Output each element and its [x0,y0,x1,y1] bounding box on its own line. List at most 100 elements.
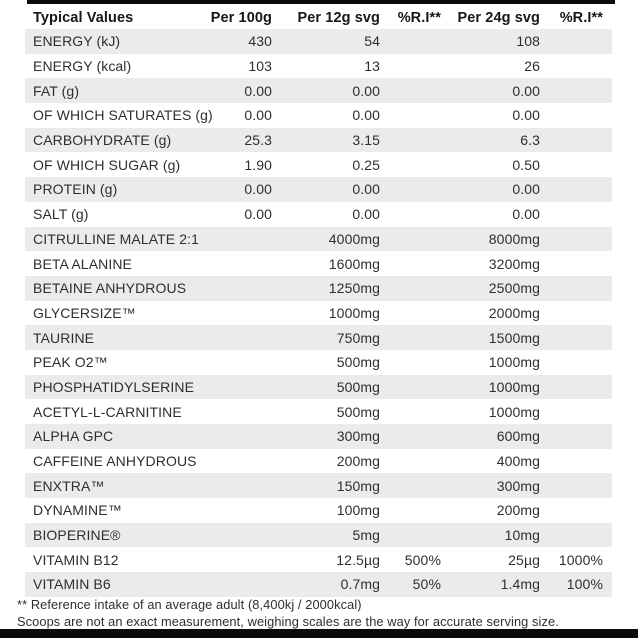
value-per-100g: 0.00 [244,107,272,124]
value-per-12g-svg: 0.00 [352,206,380,223]
table-row: TAURINE 750mg 1500mg [25,325,612,350]
table-row: FAT (g) 0.00 0.00 0.00 [25,78,612,104]
value-per-24g-svg: 300mg [496,477,540,494]
value-per-12g-svg: 12.5µg [336,551,380,568]
table-row: ENERGY (kJ) 430 54 108 [25,29,612,54]
value-per-12g-svg: 13 [364,58,380,75]
value-per-12g-svg: 4000mg [328,230,380,247]
nutrition-facts-table: Typical Values Per 100g Per 12g svg %R.I… [25,8,612,597]
table-row: PEAK O2™ 500mg 1000mg [25,350,612,375]
value-per-100g: 0.00 [244,206,272,223]
table-row: SALT (g) 0.00 0.00 0.00 [25,202,612,227]
value-per-24g-svg: 0.00 [512,82,540,99]
ingredient-label: BETA ALANINE [33,255,132,272]
ingredient-label: CARBOHYDRATE (g) [33,132,172,149]
table-row: CARBOHYDRATE (g) 25.3 3.15 6.3 [25,127,612,153]
table-row: CITRULLINE MALATE 2:1 4000mg 8000mg [25,226,612,252]
table-row: ENERGY (kcal) 103 13 26 [25,54,612,79]
value-ri-12g: 500% [404,551,441,568]
top-border-bar [27,0,615,4]
value-per-24g-svg: 200mg [496,502,540,519]
ingredient-label: OF WHICH SATURATES (g) [33,107,213,124]
value-per-12g-svg: 0.00 [352,107,380,124]
value-per-12g-svg: 3.15 [352,132,380,149]
value-per-24g-svg: 2500mg [488,280,540,297]
table-row: VITAMIN B12 12.5µg 500% 25µg 1000% [25,547,612,572]
ingredient-label: GLYCERSIZE™ [33,304,136,321]
ingredient-label: SALT (g) [33,206,89,223]
value-per-100g: 0.00 [244,181,272,198]
ingredient-label: PHOSPHATIDYLSERINE [33,378,195,395]
value-per-12g-svg: 750mg [336,329,380,346]
ingredient-label: ALPHA GPC [33,428,114,445]
ingredient-label: ENERGY (kcal) [33,58,132,75]
value-per-24g-svg: 108 [516,33,540,50]
value-per-100g: 25.3 [244,132,272,149]
value-per-24g-svg: 26 [524,58,540,75]
value-per-24g-svg: 0.00 [512,206,540,223]
value-ri-24g: 100% [566,576,603,593]
table-header-row: Typical Values Per 100g Per 12g svg %R.I… [25,8,612,29]
value-per-24g-svg: 400mg [496,453,540,470]
ingredient-label: OF WHICH SUGAR (g) [33,156,181,173]
ingredient-label: PROTEIN (g) [33,181,118,198]
value-per-12g-svg: 5mg [352,527,380,544]
column-header-typical-values: Typical Values [33,10,134,27]
table-row: GLYCERSIZE™ 1000mg 2000mg [25,301,612,326]
table-body: ENERGY (kJ) 430 54 108 ENERGY (kcal) 103 13 26 F… [25,29,612,597]
ingredient-label: DYNAMINE™ [33,502,122,519]
table-row: ACETYL-L-CARNITINE 500mg 1000mg [25,399,612,424]
column-header-ri-12g: %R.I** [397,10,441,27]
value-per-24g-svg: 1.4mg [500,576,540,593]
value-per-12g-svg: 0.00 [352,82,380,99]
value-per-12g-svg: 500mg [336,378,380,395]
value-per-12g-svg: 0.25 [352,156,380,173]
table-row: ALPHA GPC 300mg 600mg [25,424,612,449]
value-per-12g-svg: 0.7mg [340,576,380,593]
ingredient-label: CAFFEINE ANHYDROUS [33,453,197,470]
ingredient-label: TAURINE [33,329,95,346]
value-per-100g: 103 [248,58,272,75]
table-row: OF WHICH SATURATES (g) 0.00 0.00 0.00 [25,103,612,128]
table-row: CAFFEINE ANHYDROUS 200mg 400mg [25,449,612,474]
value-per-24g-svg: 1000mg [488,354,540,371]
ingredient-label: VITAMIN B6 [33,576,111,593]
ingredient-label: ACETYL-L-CARNITINE [33,403,182,420]
footnote-reference-intake: ** Reference intake of an average adult … [17,597,362,612]
footnote-scoops-disclaimer: Scoops are not an exact measurement, wei… [17,613,559,629]
table-row: VITAMIN B6 0.7mg 50% 1.4mg 100% [25,572,612,597]
value-ri-24g: 1000% [558,551,603,568]
column-header-per-24g-svg: Per 24g svg [457,10,540,27]
value-per-12g-svg: 500mg [336,403,380,420]
value-per-12g-svg: 0.00 [352,181,380,198]
column-header-per-100g: Per 100g [210,10,272,27]
column-header-ri-24g: %R.I** [559,10,603,27]
ingredient-label: BIOPERINE® [33,527,121,544]
value-per-24g-svg: 0.50 [512,156,540,173]
value-per-12g-svg: 500mg [336,354,380,371]
value-per-24g-svg: 1000mg [488,403,540,420]
value-ri-12g: 50% [412,576,441,593]
table-row: PROTEIN (g) 0.00 0.00 0.00 [25,177,612,202]
table-row: ENXTRA™ 150mg 300mg [25,473,612,499]
ingredient-label: BETAINE ANHYDROUS [33,280,187,297]
value-per-100g: 430 [248,33,272,50]
value-per-24g-svg: 6.3 [520,132,540,149]
table-row: PHOSPHATIDYLSERINE 500mg 1000mg [25,374,612,400]
footnotes: ** Reference intake of an average adult … [17,597,559,630]
value-per-12g-svg: 150mg [336,477,380,494]
value-per-12g-svg: 100mg [336,502,380,519]
value-per-12g-svg: 1000mg [328,304,380,321]
value-per-24g-svg: 10mg [504,527,540,544]
value-per-24g-svg: 1000mg [488,378,540,395]
table-row: DYNAMINE™ 100mg 200mg [25,498,612,523]
value-per-12g-svg: 1250mg [328,280,380,297]
value-per-12g-svg: 54 [364,33,380,50]
table-row: BIOPERINE® 5mg 10mg [25,522,612,548]
ingredient-label: ENXTRA™ [33,477,105,494]
ingredient-label: ENERGY (kJ) [33,33,121,50]
value-per-24g-svg: 3200mg [488,255,540,272]
value-per-24g-svg: 0.00 [512,107,540,124]
value-per-12g-svg: 200mg [336,453,380,470]
value-per-24g-svg: 1500mg [488,329,540,346]
